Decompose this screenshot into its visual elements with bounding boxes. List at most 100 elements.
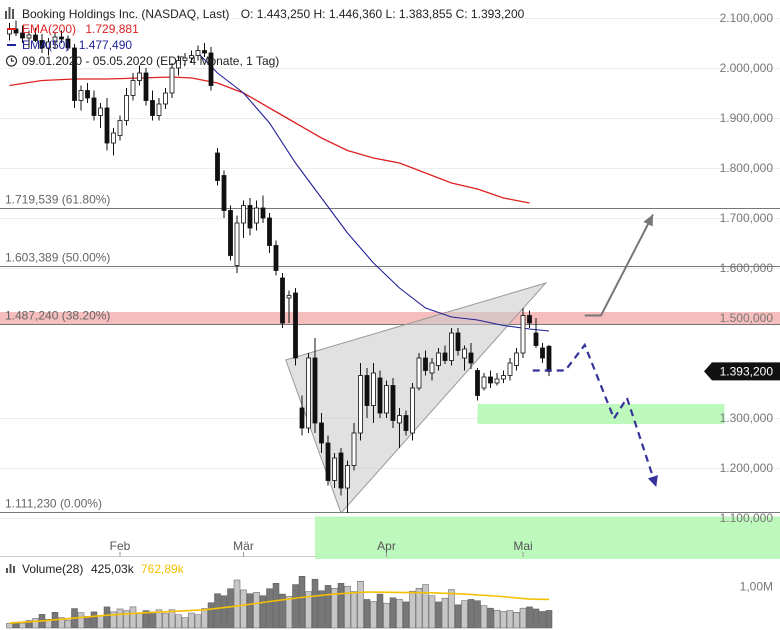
volume-bar-55 <box>363 599 371 629</box>
candle-body-48 <box>319 422 324 444</box>
resistance-zone-0 <box>0 312 780 325</box>
candle-body-80 <box>527 315 532 324</box>
x-tick-label-2: Apr <box>377 539 396 553</box>
clock-icon <box>5 55 18 67</box>
candle-body-79 <box>520 315 526 354</box>
volume-label: Volume(28) <box>22 562 83 576</box>
candle-66 <box>436 348 441 371</box>
fib-label-0: 1.719,539 (61.80%) <box>5 193 110 207</box>
candle-51 <box>338 448 344 496</box>
candle-49 <box>325 435 331 486</box>
svg-text:EMA(200) 1.729,881: EMA(200) 1.729,881 <box>22 22 139 36</box>
candle-body-64 <box>423 357 428 371</box>
volume-bar-49 <box>324 585 332 629</box>
candle-77 <box>507 358 513 381</box>
candle-4 <box>33 28 38 42</box>
candle-body-52 <box>345 465 350 489</box>
candle-body-37 <box>247 205 253 229</box>
candle-33 <box>221 170 227 218</box>
candle-73 <box>481 373 487 391</box>
volume-bar-31 <box>207 602 215 629</box>
candle-42 <box>280 273 285 328</box>
volume-bar-66 <box>435 601 442 629</box>
candle-body-73 <box>481 376 487 389</box>
candle-body-27 <box>182 57 188 61</box>
candle-body-3 <box>26 34 32 39</box>
candle-45 <box>299 395 305 436</box>
candle-body-36 <box>241 205 246 224</box>
candle-19 <box>130 73 136 101</box>
candle-58 <box>384 380 389 418</box>
volume-bar-2 <box>19 622 26 629</box>
y-tick-label-6: 1.500,000 <box>720 311 774 325</box>
legend-range-row: 09.01.2020 - 05.05.2020 (EDT, 4 Monate, … <box>5 54 279 68</box>
candle-body-58 <box>384 385 389 414</box>
candle-41 <box>273 240 279 276</box>
volume-bar-44 <box>292 584 299 629</box>
candle-body-77 <box>507 362 513 376</box>
candle-body-62 <box>410 387 415 434</box>
candle-body-9 <box>65 38 71 49</box>
candle-56 <box>371 363 376 423</box>
candle-body-33 <box>221 175 227 211</box>
volume-bar-15 <box>103 606 111 629</box>
volume-bar-64 <box>422 584 429 629</box>
volume-bar-21 <box>142 610 150 629</box>
candle-72 <box>475 368 480 401</box>
candle-3 <box>26 30 32 48</box>
candle-65 <box>429 358 435 381</box>
volume-axis-label: 1,00M <box>740 580 773 594</box>
candle-31 <box>208 47 214 91</box>
candle-body-59 <box>390 385 396 421</box>
candle-body-72 <box>475 370 480 396</box>
candle-0 <box>7 23 12 41</box>
fib-label-3: 1.111,230 (0.00%) <box>5 497 102 511</box>
candle-64 <box>423 350 428 376</box>
candle-body-32 <box>215 152 220 181</box>
candle-63 <box>416 353 422 391</box>
candle-body-76 <box>501 375 506 380</box>
ema50-line <box>197 52 550 332</box>
candle-body-55 <box>364 375 370 406</box>
candle-body-30 <box>202 50 207 54</box>
candle-7 <box>52 33 58 48</box>
candle-body-51 <box>338 452 344 489</box>
wedge-layer <box>285 282 548 514</box>
candle-67 <box>442 345 448 364</box>
x-tick-label-3: Mai <box>513 539 532 553</box>
candle-30 <box>202 43 207 57</box>
volume-bar-28 <box>188 612 195 629</box>
candle-body-45 <box>299 407 305 429</box>
candle-body-38 <box>254 207 259 224</box>
x-axis: Feb Mär Apr Mai <box>110 539 533 557</box>
y-tick-label-3: 1.800,000 <box>720 161 774 175</box>
volume-icon <box>6 564 15 573</box>
svg-text:EMA(50) 1.477,490: EMA(50) 1.477,490 <box>22 38 132 52</box>
volume-header: Volume(28) 425,03k 762,89k <box>6 562 185 576</box>
candle-body-41 <box>273 245 279 271</box>
candle-body-12 <box>85 90 90 99</box>
volume-bar-71 <box>467 599 475 629</box>
ema200-label: EMA(200) <box>22 22 76 36</box>
volume-bar-77 <box>506 610 514 629</box>
volume-bar-58 <box>383 602 390 629</box>
y-tick-label-7: 1.300,000 <box>720 411 774 425</box>
volume-bar-3 <box>25 620 33 629</box>
volume-bar-62 <box>409 590 416 629</box>
candle-34 <box>228 205 233 261</box>
candle-body-60 <box>397 415 402 424</box>
candle-body-39 <box>260 207 266 219</box>
moving-averages <box>9 52 550 332</box>
candle-53 <box>351 423 357 471</box>
candle-26 <box>176 55 181 76</box>
candle-body-31 <box>208 52 214 86</box>
candle-body-26 <box>176 60 181 69</box>
volume-bar-67 <box>441 597 449 629</box>
candle-47 <box>312 338 318 433</box>
candle-76 <box>501 370 506 383</box>
volume-bar-30 <box>201 608 208 629</box>
volume-bar-27 <box>181 617 189 629</box>
volume-bar-6 <box>45 619 52 629</box>
volume-bar-52 <box>344 585 351 629</box>
candle-body-13 <box>91 97 97 116</box>
